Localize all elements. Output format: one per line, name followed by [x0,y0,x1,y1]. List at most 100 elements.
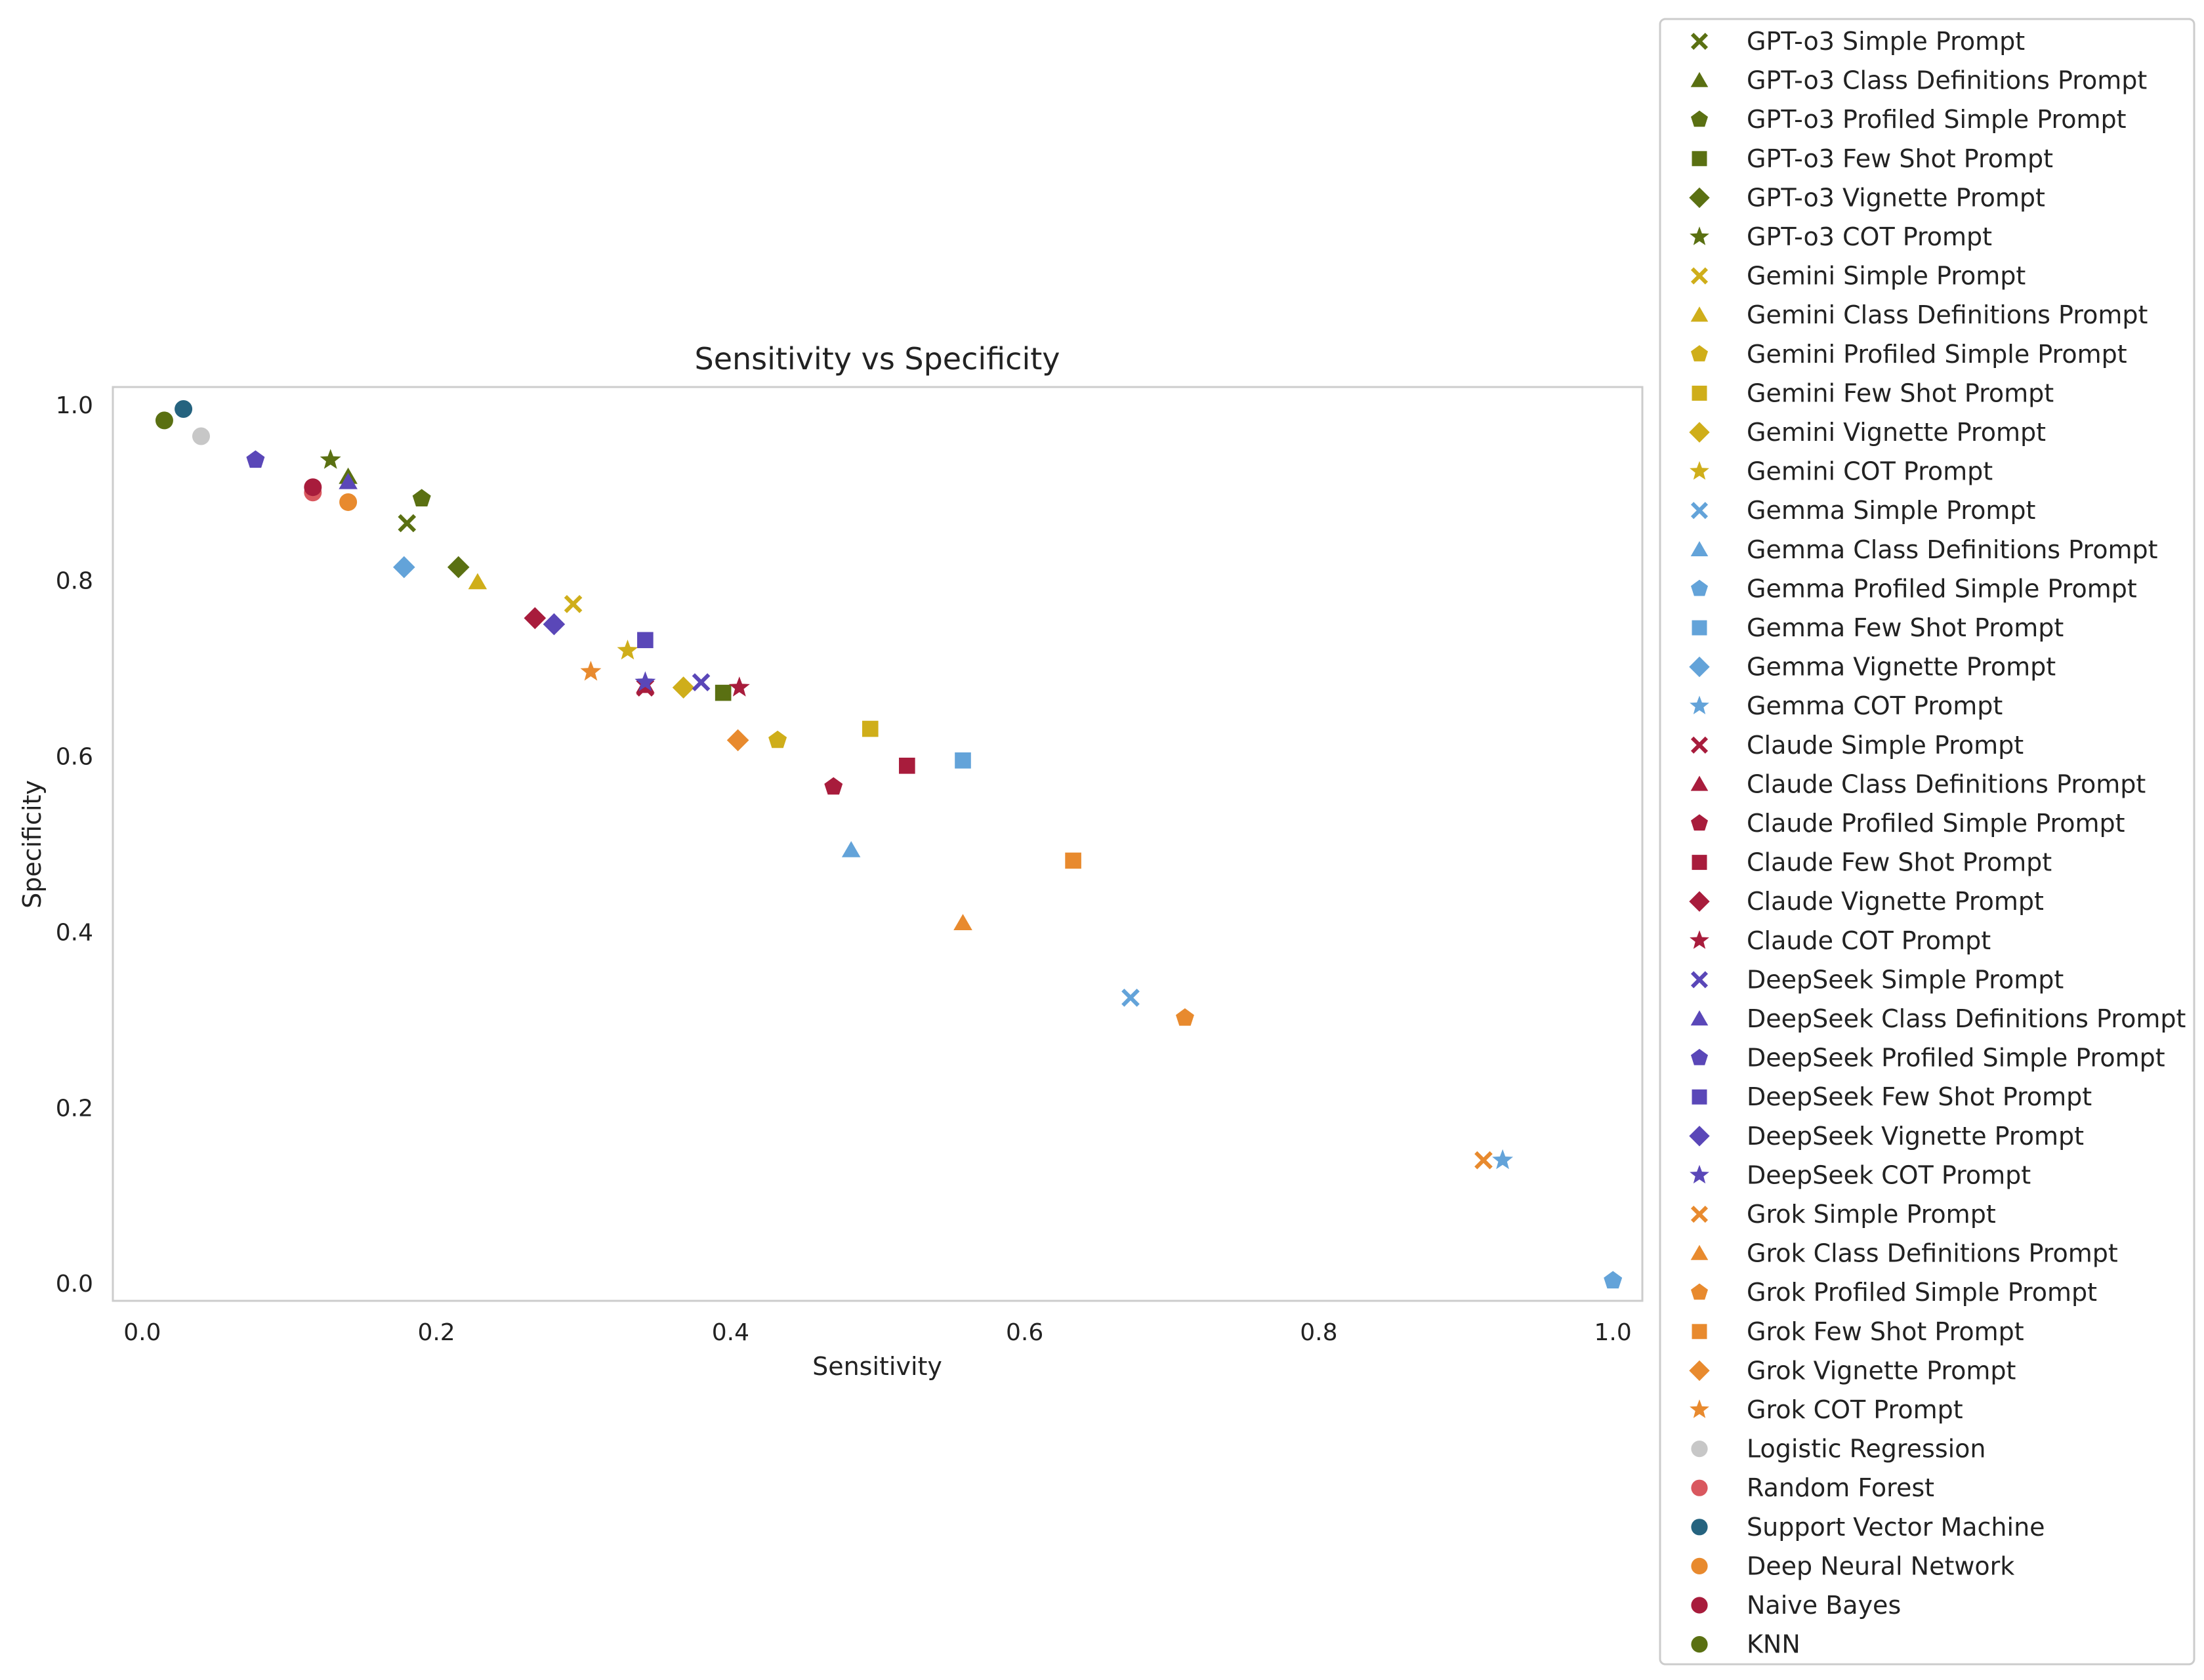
x-tick-label: 0.2 [417,1319,455,1346]
point-gemini-class-definitions-prompt [468,573,488,590]
point-naive-bayes [304,478,322,497]
legend-label: Gemma Few Shot Prompt [1747,613,2064,642]
legend-marker [1691,1479,1708,1496]
legend-marker [1690,541,1709,556]
legend-label: Grok Few Shot Prompt [1747,1317,2024,1346]
point-gemini-profiled-simple-prompt [768,730,787,748]
legend-label: Grok Simple Prompt [1747,1200,1996,1229]
point-deepseek-profiled-simple-prompt [246,450,265,468]
legend-label: DeepSeek Vignette Prompt [1747,1122,2084,1151]
point-logistic-regression [192,427,210,445]
point-support-vector-machine [175,400,193,418]
legend-label: Claude COT Prompt [1747,926,1991,955]
legend-item-gpt-o3-simple-prompt: GPT-o3 Simple Prompt [1690,27,2025,56]
legend-marker [1689,1126,1710,1147]
legend-item-deepseek-few-shot-prompt: DeepSeek Few Shot Prompt [1692,1082,2092,1111]
legend: GPT-o3 Simple Prompt GPT-o3 Class Definit… [1659,18,2195,1666]
x-axis-label: Sensitivity [812,1352,942,1381]
x-tick-label: 0.0 [123,1319,161,1346]
point-gemini-simple-prompt [564,595,583,613]
legend-marker [1690,930,1709,949]
legend-marker [1690,1244,1709,1260]
legend-label: Naive Bayes [1747,1591,1901,1620]
legend-label: Gemini COT Prompt [1747,457,1993,486]
legend-item-gpt-o3-vignette-prompt: GPT-o3 Vignette Prompt [1689,183,2045,212]
legend-label: GPT-o3 Class Definitions Prompt [1747,66,2147,95]
legend-item-naive-bayes: Naive Bayes [1691,1591,1901,1620]
legend-item-claude-few-shot-prompt: Claude Few Shot Prompt [1692,848,2052,877]
legend-marker [1691,1597,1708,1614]
legend-item-grok-profiled-simple-prompt: Grok Profiled Simple Prompt [1691,1278,2097,1307]
legend-item-gemma-few-shot-prompt: Gemma Few Shot Prompt [1692,613,2064,642]
legend-item-claude-simple-prompt: Claude Simple Prompt [1690,731,2024,760]
legend-label: Gemma Class Definitions Prompt [1747,535,2157,564]
y-tick-labels: 0.0 0.2 0.4 0.6 0.8 1.0 [56,392,93,1298]
legend-item-deep-neural-network: Deep Neural Network [1691,1551,2014,1580]
legend-marker [1691,579,1708,596]
point-gemma-vignette-prompt [393,556,415,579]
legend-item-claude-profiled-simple-prompt: Claude Profiled Simple Prompt [1691,809,2125,838]
legend-item-gemini-cot-prompt: Gemini COT Prompt [1690,457,1993,486]
legend-label: Grok COT Prompt [1747,1395,1963,1424]
x-tick-labels: 0.0 0.2 0.4 0.6 0.8 1.0 [123,1319,1632,1346]
legend-label: DeepSeek Few Shot Prompt [1747,1082,2092,1111]
legend-label: Grok Vignette Prompt [1747,1356,2016,1385]
point-gemini-few-shot-prompt [862,720,879,737]
legend-label: GPT-o3 Simple Prompt [1747,27,2025,56]
legend-marker [1692,151,1707,167]
legend-marker [1692,385,1707,401]
legend-marker [1690,695,1709,714]
legend-marker [1691,814,1708,831]
legend-item-deepseek-class-definitions-prompt: DeepSeek Class Definitions Prompt [1690,1004,2186,1033]
legend-label: Logistic Regression [1747,1435,1986,1464]
legend-label: Gemini Profiled Simple Prompt [1747,340,2127,369]
legend-item-grok-simple-prompt: Grok Simple Prompt [1690,1200,1996,1229]
point-deepseek-simple-prompt [692,673,711,691]
y-tick-label: 0.8 [56,568,93,595]
legend-item-logistic-regression: Logistic Regression [1691,1435,1986,1464]
legend-marker [1691,1441,1708,1458]
legend-marker [1690,226,1709,245]
legend-item-gemma-vignette-prompt: Gemma Vignette Prompt [1689,653,2056,682]
point-deepseek-vignette-prompt [543,613,566,636]
legend-marker [1690,1205,1709,1223]
legend-marker [1689,187,1710,209]
legend-label: Claude Vignette Prompt [1747,887,2044,916]
point-gemma-cot-prompt [1492,1149,1513,1170]
legend-label: Gemini Few Shot Prompt [1747,379,2054,407]
legend-item-gemini-few-shot-prompt: Gemini Few Shot Prompt [1692,379,2054,407]
legend-marker [1691,110,1708,127]
legend-item-gemini-profiled-simple-prompt: Gemini Profiled Simple Prompt [1691,340,2127,369]
x-tick-label: 0.6 [1006,1319,1043,1346]
legend-marker [1690,775,1709,791]
point-claude-cot-prompt [728,676,750,697]
point-grok-vignette-prompt [726,729,749,752]
legend-item-grok-few-shot-prompt: Grok Few Shot Prompt [1692,1317,2024,1346]
point-grok-few-shot-prompt [1065,852,1081,869]
legend-marker [1690,461,1709,480]
legend-item-gemma-class-definitions-prompt: Gemma Class Definitions Prompt [1690,535,2157,564]
legend-label: DeepSeek Profiled Simple Prompt [1747,1044,2165,1073]
legend-marker [1689,656,1710,678]
point-gemma-class-definitions-prompt [841,841,861,857]
legend-marker [1690,502,1709,520]
point-grok-class-definitions-prompt [953,914,972,930]
y-tick-label: 0.2 [56,1095,93,1122]
y-tick-label: 0.0 [56,1271,93,1298]
legend-label: DeepSeek Class Definitions Prompt [1747,1004,2186,1033]
legend-marker [1690,736,1709,754]
legend-label: Claude Few Shot Prompt [1747,848,2052,877]
point-grok-profiled-simple-prompt [1176,1008,1194,1026]
legend-label: DeepSeek Simple Prompt [1747,965,2064,994]
legend-label: Gemini Class Definitions Prompt [1747,300,2148,329]
x-tick-label: 0.8 [1300,1319,1337,1346]
legend-label: Grok Class Definitions Prompt [1747,1239,2118,1268]
point-grok-simple-prompt [1474,1151,1493,1170]
point-gpt-o3-cot-prompt [320,449,341,469]
plot-frame [112,386,1644,1302]
legend-item-gemini-class-definitions-prompt: Gemini Class Definitions Prompt [1690,300,2148,329]
legend-item-gpt-o3-profiled-simple-prompt: GPT-o3 Profiled Simple Prompt [1691,105,2127,134]
legend-label: Deep Neural Network [1747,1551,2014,1580]
legend-label: Claude Simple Prompt [1747,731,2024,760]
y-axis-label: Specificity [18,780,47,909]
